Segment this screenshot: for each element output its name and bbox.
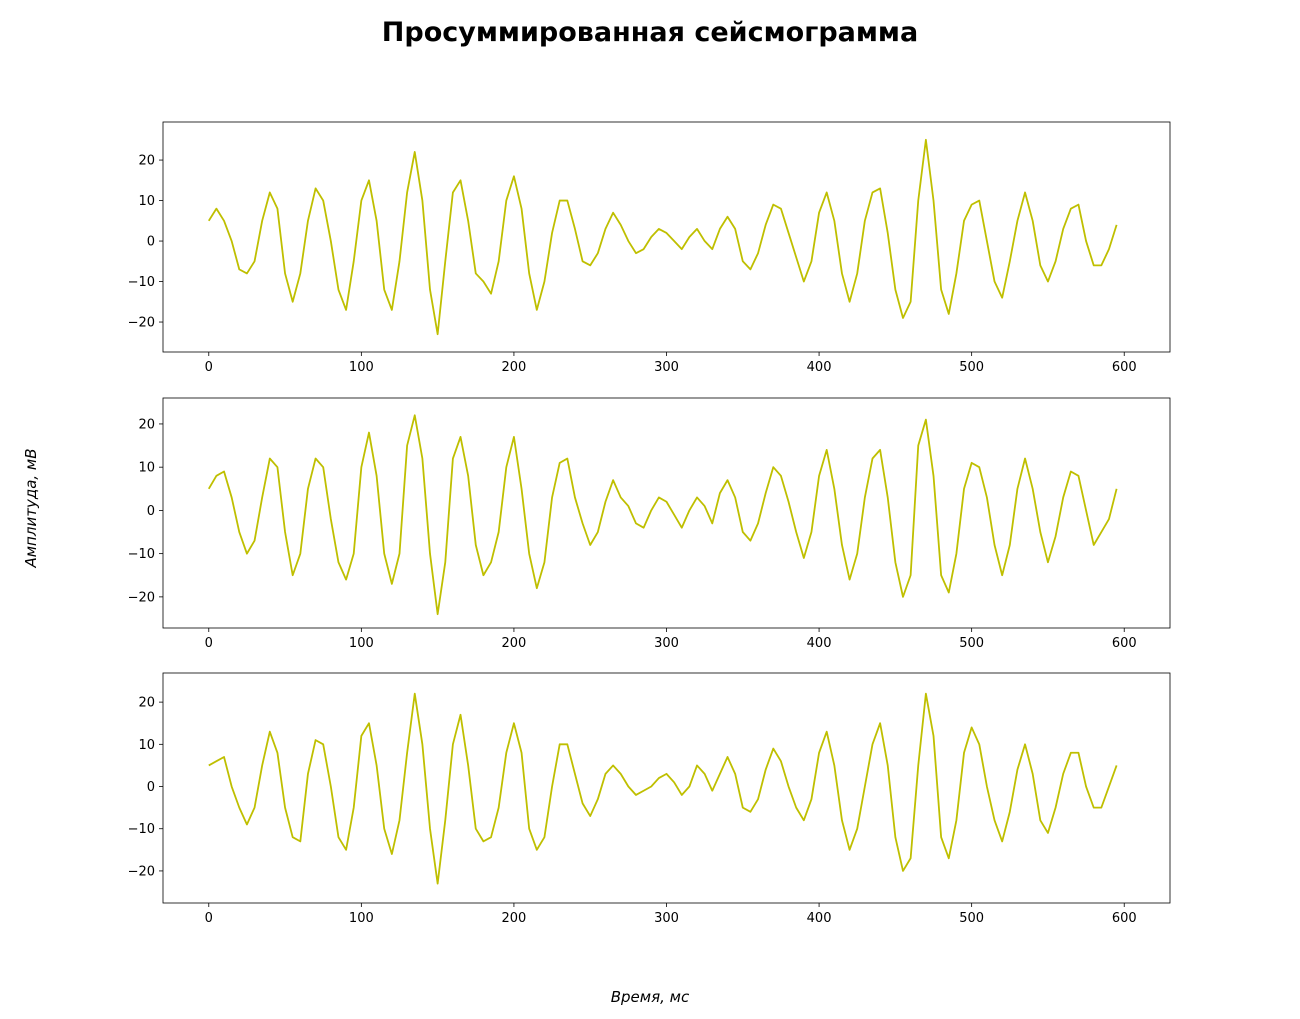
seismogram-line bbox=[207, 414, 1118, 616]
x-tick-label: 400 bbox=[807, 360, 832, 375]
x-tick-label: 0 bbox=[205, 636, 213, 651]
x-tick-label: 200 bbox=[502, 911, 527, 926]
y-tick-label: −20 bbox=[128, 864, 155, 879]
y-tick-label: 20 bbox=[138, 696, 155, 711]
axes-frame bbox=[162, 121, 1171, 353]
y-tick-label: −10 bbox=[128, 822, 155, 837]
x-tick-label: 100 bbox=[349, 360, 374, 375]
y-tick-label: 10 bbox=[138, 194, 155, 209]
x-tick-label: 500 bbox=[959, 360, 984, 375]
y-axis-label: Амплитуда, мВ bbox=[22, 448, 40, 568]
x-tick-label: 300 bbox=[654, 360, 679, 375]
x-tick-label: 200 bbox=[502, 360, 527, 375]
x-tick-label: 300 bbox=[654, 636, 679, 651]
y-tick-label: −10 bbox=[128, 275, 155, 290]
x-tick-label: 400 bbox=[807, 636, 832, 651]
x-tick-label: 100 bbox=[349, 636, 374, 651]
seismogram-line bbox=[208, 692, 1118, 885]
x-tick-label: 600 bbox=[1112, 636, 1137, 651]
axes-frame bbox=[162, 672, 1171, 904]
y-tick-label: 20 bbox=[138, 417, 155, 432]
x-tick-label: 0 bbox=[205, 360, 213, 375]
y-tick-label: 0 bbox=[147, 235, 155, 250]
y-tick-label: −20 bbox=[128, 316, 155, 331]
x-tick-label: 400 bbox=[807, 911, 832, 926]
x-tick-label: 500 bbox=[959, 636, 984, 651]
y-tick-label: 0 bbox=[147, 504, 155, 519]
y-tick-label: 0 bbox=[147, 780, 155, 795]
x-axis-label: Время, мс bbox=[611, 988, 690, 1006]
figure-title: Просуммированная сейсмограмма bbox=[382, 17, 918, 48]
x-tick-label: 100 bbox=[349, 911, 374, 926]
y-tick-label: 10 bbox=[138, 461, 155, 476]
seismogram-line bbox=[208, 138, 1118, 336]
x-tick-label: 200 bbox=[502, 636, 527, 651]
x-tick-label: 300 bbox=[654, 911, 679, 926]
x-tick-label: 500 bbox=[959, 911, 984, 926]
y-tick-label: 20 bbox=[138, 154, 155, 169]
y-tick-label: −20 bbox=[128, 590, 155, 605]
y-tick-label: 10 bbox=[138, 738, 155, 753]
x-tick-label: 0 bbox=[205, 911, 213, 926]
y-tick-label: −10 bbox=[128, 547, 155, 562]
x-tick-label: 600 bbox=[1112, 360, 1137, 375]
x-tick-label: 600 bbox=[1112, 911, 1137, 926]
axes-frame bbox=[162, 397, 1171, 629]
